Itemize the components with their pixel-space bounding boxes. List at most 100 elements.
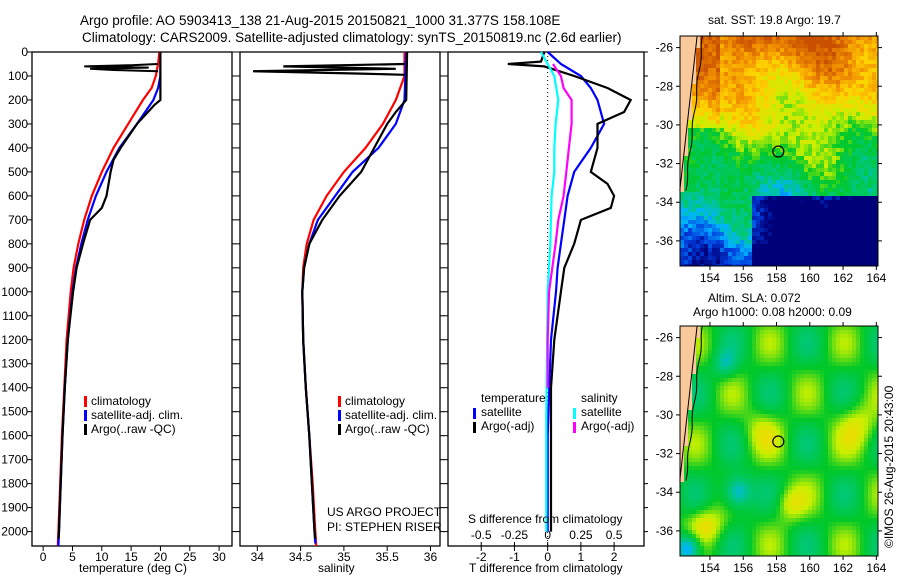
legend-s-satellite: satellite bbox=[581, 405, 622, 419]
legend-swatch-climatology bbox=[338, 396, 341, 407]
legend-swatch-satellite bbox=[84, 410, 87, 421]
s-tick-label: -0.25 bbox=[501, 528, 529, 542]
lat-tick-label: -34 bbox=[656, 195, 674, 209]
salinity-xlabel: salinity bbox=[318, 561, 355, 575]
legend-header-temperature: temperature bbox=[481, 391, 546, 405]
project-annotation: US ARGO PROJECT bbox=[327, 505, 442, 519]
y-tick-label: 1200 bbox=[1, 333, 28, 347]
y-tick-label: 1700 bbox=[1, 453, 28, 467]
y-tick-label: 300 bbox=[8, 117, 28, 131]
series-argo-raw-spikes bbox=[84, 64, 158, 71]
y-tick-label: 1900 bbox=[1, 501, 28, 515]
series-climatology bbox=[302, 52, 404, 546]
y-tick-label: 100 bbox=[8, 69, 28, 83]
sla-map-title-2: Argo h1000: 0.08 h2000: 0.09 bbox=[693, 305, 852, 319]
x-tick-label: 34 bbox=[251, 550, 265, 564]
y-tick-label: 1400 bbox=[1, 381, 28, 395]
plot-frame bbox=[240, 52, 440, 546]
legend-header-salinity: salinity bbox=[581, 391, 618, 405]
lat-tick-label: -26 bbox=[656, 331, 674, 345]
lon-tick-label: 156 bbox=[733, 561, 753, 575]
series-argo-raw-qc- bbox=[302, 52, 407, 539]
lat-tick-label: -36 bbox=[656, 234, 674, 248]
lat-tick-label: -36 bbox=[656, 524, 674, 538]
lat-tick-label: -34 bbox=[656, 485, 674, 499]
legend-swatch-climatology bbox=[84, 396, 87, 407]
s-tick-label: -0.5 bbox=[471, 528, 492, 542]
lat-tick-label: -28 bbox=[656, 79, 674, 93]
y-tick-label: 200 bbox=[8, 93, 28, 107]
lon-tick-label: 164 bbox=[866, 271, 886, 285]
y-tick-label: 600 bbox=[8, 189, 28, 203]
lat-tick-label: -28 bbox=[656, 369, 674, 383]
legend-swatch-s-argo bbox=[573, 422, 576, 433]
title-line-2: Climatology: CARS2009. Satellite-adjuste… bbox=[82, 30, 622, 45]
temperature-xlabel: temperature (deg C) bbox=[79, 561, 187, 575]
y-tick-label: 1000 bbox=[1, 285, 28, 299]
legend-argo: Argo(..raw -QC) bbox=[345, 422, 430, 436]
difference-legend: temperature salinity satellite Argo(-adj… bbox=[473, 391, 634, 433]
salinity-legend: climatology satellite-adj. clim. Argo(..… bbox=[338, 394, 437, 436]
y-tick-label: 700 bbox=[8, 213, 28, 227]
lon-tick-label: 154 bbox=[700, 271, 720, 285]
lat-tick-label: -30 bbox=[656, 408, 674, 422]
series-satellite-adj-clim- bbox=[58, 52, 160, 546]
y-tick-label: 800 bbox=[8, 237, 28, 251]
legend-satellite: satellite-adj. clim. bbox=[345, 408, 437, 422]
x-tick-label: 34.5 bbox=[289, 550, 313, 564]
sdiff-xlabel: S difference from climatology bbox=[468, 512, 623, 526]
legend-climatology: climatology bbox=[91, 394, 151, 408]
lon-tick-label: 164 bbox=[866, 561, 886, 575]
series-t-argo-adj- bbox=[508, 52, 631, 532]
temperature-legend: climatology satellite-adj. clim. Argo(..… bbox=[84, 394, 183, 436]
lon-tick-label: 162 bbox=[833, 561, 853, 575]
s-tick-label: 0.25 bbox=[569, 528, 593, 542]
lat-tick-label: -26 bbox=[656, 41, 674, 55]
legend-swatch-argo bbox=[84, 424, 87, 435]
lon-tick-label: 160 bbox=[800, 271, 820, 285]
y-tick-label: 1100 bbox=[2, 309, 28, 323]
y-tick-label: 400 bbox=[8, 141, 28, 155]
y-tick-label: 0 bbox=[21, 45, 28, 59]
y-tick-label: 1500 bbox=[1, 405, 28, 419]
lon-tick-label: 158 bbox=[766, 561, 786, 575]
legend-t-satellite: satellite bbox=[481, 405, 522, 419]
lon-tick-label: 156 bbox=[733, 271, 753, 285]
lon-tick-label: 162 bbox=[833, 271, 853, 285]
y-tick-label: 2000 bbox=[1, 525, 28, 539]
legend-climatology: climatology bbox=[345, 394, 405, 408]
x-tick-label: 30 bbox=[212, 550, 226, 564]
legend-swatch-t-satellite bbox=[473, 408, 476, 419]
legend-argo: Argo(..raw -QC) bbox=[91, 422, 176, 436]
legend-swatch-t-argo bbox=[473, 422, 476, 433]
sla-map-title-1: Altim. SLA: 0.072 bbox=[708, 291, 801, 305]
legend-t-argo: Argo(-adj) bbox=[481, 419, 534, 433]
series-argo-raw-spikes bbox=[253, 64, 405, 75]
lon-tick-label: 154 bbox=[700, 561, 720, 575]
lat-tick-label: -30 bbox=[656, 118, 674, 132]
legend-swatch-argo bbox=[338, 424, 341, 435]
lon-tick-label: 160 bbox=[800, 561, 820, 575]
lon-tick-label: 158 bbox=[766, 271, 786, 285]
imos-credit: ©IMOS 26-Aug-2015 20:43:00 bbox=[882, 385, 896, 548]
legend-s-argo: Argo(-adj) bbox=[581, 419, 634, 433]
x-tick-label: 36 bbox=[424, 550, 438, 564]
x-tick-label: 35.5 bbox=[376, 550, 400, 564]
series-satellite-adj-clim- bbox=[302, 52, 406, 544]
sst-map-title: sat. SST: 19.8 Argo: 19.7 bbox=[708, 13, 841, 27]
tdiff-xlabel: T difference from climatology bbox=[469, 561, 623, 575]
series-argo-raw-qc- bbox=[58, 52, 160, 539]
sla-map: 154 156 158 160 162 164 -26 -28 -30 -32 -34 -36 bbox=[656, 322, 887, 575]
pi-annotation: PI: STEPHEN RISER bbox=[327, 520, 442, 534]
y-tick-label: 500 bbox=[8, 165, 28, 179]
title-line-1: Argo profile: AO 5903413_138 21-Aug-2015… bbox=[80, 13, 560, 28]
s-tick-label: 0.5 bbox=[606, 528, 623, 542]
lat-tick-label: -32 bbox=[656, 447, 674, 461]
y-tick-label: 900 bbox=[8, 261, 28, 275]
map-field bbox=[680, 36, 878, 266]
